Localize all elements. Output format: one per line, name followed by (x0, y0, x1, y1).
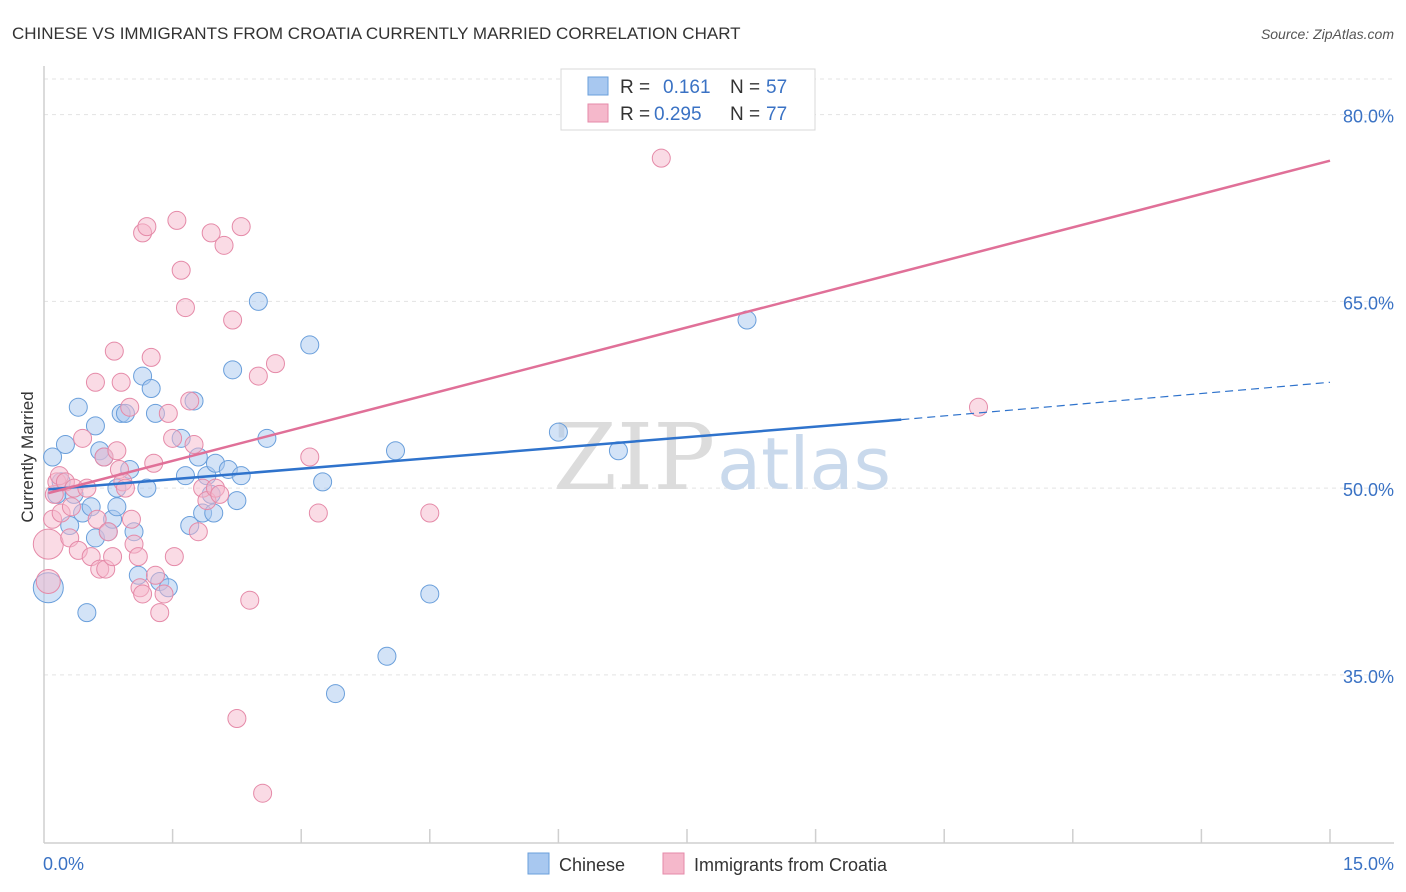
croatia-point (35, 569, 61, 595)
chinese-point (141, 379, 161, 399)
croatia-point (231, 217, 251, 237)
chinese-trend-extension (901, 381, 1331, 421)
chinese-point (107, 497, 127, 517)
chinese-point (68, 397, 88, 417)
croatia-point (223, 310, 243, 330)
chinese-trend-line (48, 418, 902, 491)
croatia-point (85, 372, 105, 392)
chinese-point (420, 584, 440, 604)
bottom-legend-label-croatia: Immigrants from Croatia (694, 855, 888, 875)
stats-legend: R = 0.161 N = 57 R = 0.295 N = 77 (560, 68, 816, 131)
bottom-legend-swatch-croatia (662, 852, 685, 875)
croatia-point (104, 341, 124, 361)
croatia-point (107, 441, 127, 461)
chinese-point (77, 603, 97, 623)
croatia-point (968, 397, 988, 417)
croatia-point (201, 223, 221, 243)
bottom-legend: Chinese Immigrants from Croatia (527, 852, 888, 875)
y-tick-label: 35.0% (1343, 667, 1394, 687)
legend-swatch-croatia (587, 103, 609, 123)
chinese-point (85, 416, 105, 436)
croatia-point (420, 503, 440, 523)
chinese-point (137, 478, 157, 498)
croatia-point (651, 148, 671, 168)
croatia-point (121, 509, 141, 529)
croatia-point (164, 547, 184, 567)
croatia-point (210, 484, 230, 504)
y-tick-label: 80.0% (1343, 107, 1394, 127)
croatia-point (308, 503, 328, 523)
y-axis-title: Currently Married (18, 391, 37, 522)
croatia-point (167, 210, 187, 230)
legend-n-label-chinese: N = (730, 77, 760, 98)
chinese-point (55, 435, 75, 455)
chinese-point (248, 291, 268, 311)
chart-source: Source: ZipAtlas.com (1261, 26, 1394, 42)
watermark: ZIP atlas (553, 404, 891, 511)
legend-n-value-croatia: 77 (766, 104, 787, 125)
legend-swatch-chinese (587, 76, 609, 96)
chinese-point (43, 447, 63, 467)
croatia-point (141, 347, 161, 367)
watermark-atlas-text: atlas (717, 422, 891, 506)
croatia-point (188, 522, 208, 542)
croatia-point (248, 366, 268, 386)
legend-r-value-chinese: 0.161 (663, 77, 711, 98)
chinese-point (227, 491, 247, 511)
croatia-point (133, 584, 153, 604)
bottom-legend-label-chinese: Chinese (559, 855, 625, 875)
chinese-point (548, 422, 568, 442)
chinese-point (313, 472, 333, 492)
croatia-point (240, 590, 260, 610)
croatia-point (171, 260, 191, 280)
chinese-point (325, 684, 345, 704)
croatia-point (87, 509, 107, 529)
x-tick-label-min: 0.0% (43, 854, 84, 874)
croatia-point (103, 547, 123, 567)
croatia-point (145, 565, 165, 585)
legend-r-label-chinese: R = (620, 77, 650, 98)
legend-n-label-croatia: N = (730, 104, 760, 125)
croatia-point (111, 372, 131, 392)
croatia-point (61, 497, 81, 517)
croatia-point (32, 528, 64, 560)
y-tick-label: 50.0% (1343, 480, 1394, 500)
x-tick-label-max: 15.0% (1343, 854, 1394, 874)
chinese-point (300, 335, 320, 355)
croatia-point (184, 435, 204, 455)
croatia-point (158, 403, 178, 423)
legend-r-value-croatia: 0.295 (654, 104, 702, 125)
legend-n-value-chinese: 57 (766, 77, 787, 98)
croatia-point (163, 428, 183, 448)
croatia-point (120, 397, 140, 417)
watermark-zip-text: ZIP (553, 404, 715, 511)
chinese-point (386, 441, 406, 461)
croatia-point (300, 447, 320, 467)
legend-r-label-croatia: R = (620, 104, 650, 125)
croatia-point (154, 584, 174, 604)
croatia-point (175, 298, 195, 318)
croatia-point (253, 783, 273, 803)
chinese-point (223, 360, 243, 380)
bottom-legend-swatch-chinese (527, 852, 550, 875)
croatia-point (98, 522, 118, 542)
croatia-point (137, 217, 157, 237)
croatia-point (73, 428, 93, 448)
croatia-point (180, 391, 200, 411)
chinese-point (231, 466, 251, 486)
croatia-point (128, 547, 148, 567)
trend-lines (47, 159, 1331, 495)
croatia-point (214, 235, 234, 255)
croatia-point (150, 603, 170, 623)
chinese-point (175, 466, 195, 486)
y-tick-label: 65.0% (1343, 293, 1394, 313)
chinese-point (377, 646, 397, 666)
chart-title: CHINESE VS IMMIGRANTS FROM CROATIA CURRE… (12, 24, 741, 43)
croatia-trend-line (47, 159, 1331, 495)
scatter-points (32, 148, 988, 803)
croatia-point (265, 354, 285, 374)
croatia-point (227, 708, 247, 728)
